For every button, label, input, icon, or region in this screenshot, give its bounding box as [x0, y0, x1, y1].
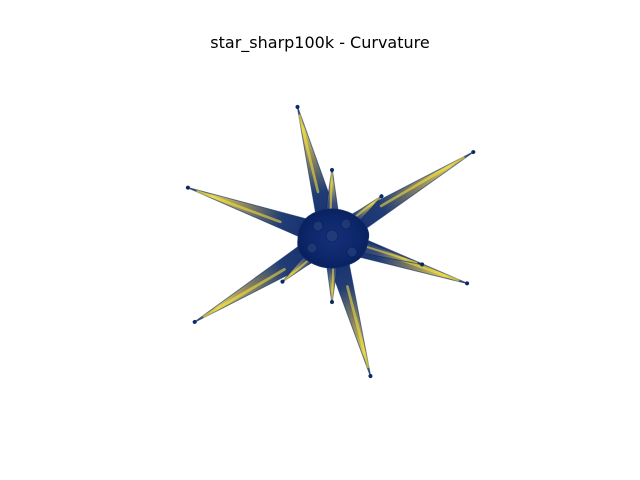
- mesh-core-bump: [340, 218, 352, 230]
- mesh-core-bump: [312, 220, 324, 232]
- mesh-core-bump: [306, 242, 318, 254]
- figure-title: star_sharp100k - Curvature: [210, 33, 430, 52]
- mesh-core-bump: [346, 246, 358, 258]
- mesh-core: [297, 208, 370, 269]
- mesh-core-bump: [325, 229, 339, 243]
